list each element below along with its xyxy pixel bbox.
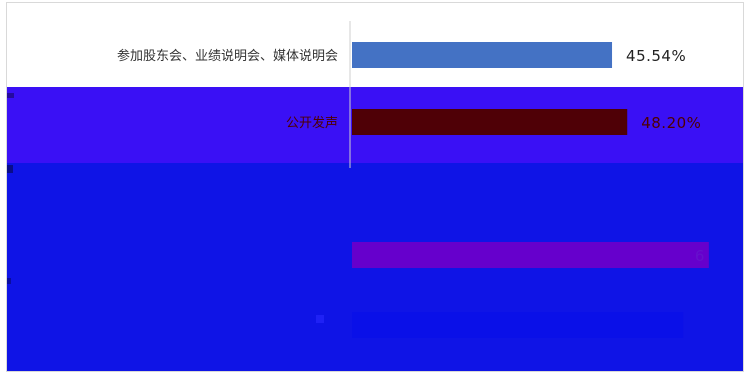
data-label-1: 45.54% — [626, 47, 686, 65]
chart-area: 参加股东会、业绩说明会、媒体说明会公开发声 45.54% 48.20% 6 — [6, 2, 744, 372]
edge-mark-1 — [7, 93, 14, 98]
bar-3 — [352, 242, 709, 268]
edge-mark-2 — [7, 165, 13, 173]
bar-2 — [352, 109, 627, 135]
edge-mark-4 — [316, 315, 324, 323]
bar-4 — [352, 312, 683, 338]
edge-mark-3 — [7, 278, 11, 284]
category-label-1: 参加股东会、业绩说明会、媒体说明会 — [117, 48, 338, 64]
category-label-2: 公开发声 — [286, 115, 338, 131]
data-label-2: 48.20% — [641, 114, 701, 132]
data-label-3: 6 — [695, 247, 705, 265]
bar-1 — [352, 42, 612, 68]
